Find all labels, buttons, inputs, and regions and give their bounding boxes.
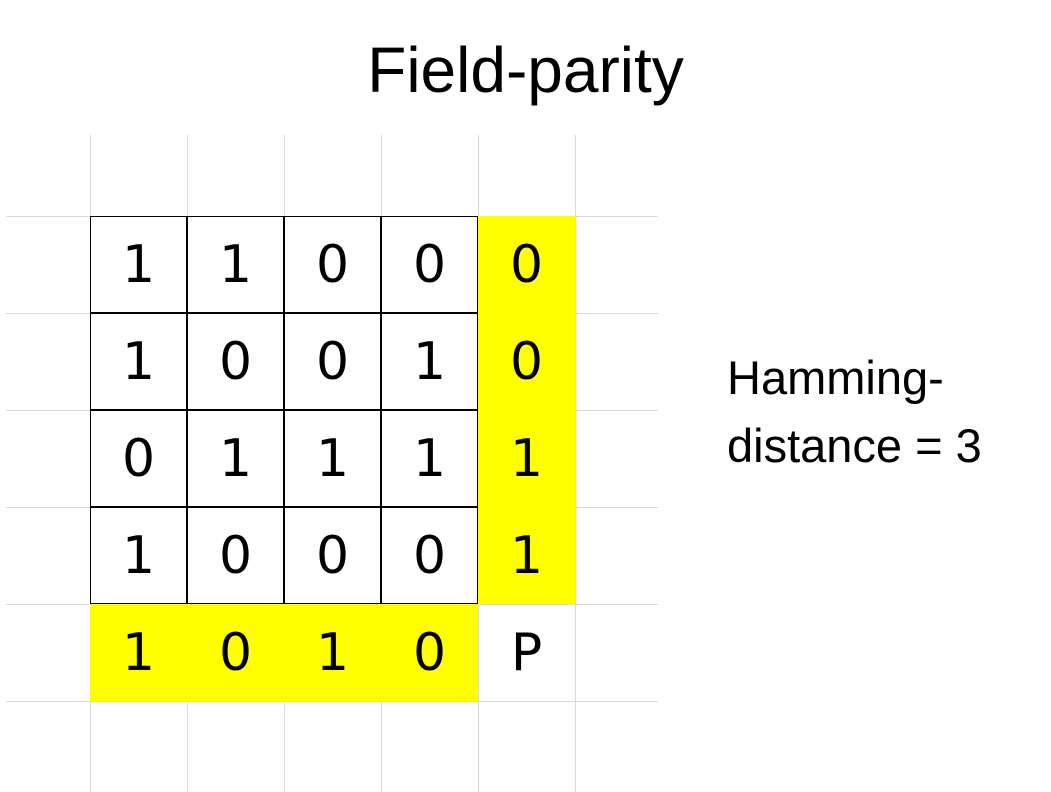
data-bit: 0 <box>187 313 284 410</box>
data-bit: 0 <box>284 216 381 313</box>
data-bit: 0 <box>381 507 478 604</box>
data-bit: 0 <box>90 410 187 507</box>
data-bit: 1 <box>381 410 478 507</box>
column-parity-bit: 0 <box>381 604 478 701</box>
column-parity-bit: 1 <box>90 604 187 701</box>
corner-parity-label: P <box>510 622 543 683</box>
row-parity-bit: 0 <box>478 216 575 313</box>
data-bit: 0 <box>381 216 478 313</box>
data-bit: 1 <box>187 216 284 313</box>
data-bit: 1 <box>90 313 187 410</box>
caption-line: Hamming- <box>727 351 944 404</box>
caption-line: distance = 3 <box>727 419 982 472</box>
column-parity-bit: 0 <box>187 604 284 701</box>
data-bit: 1 <box>284 410 381 507</box>
data-bit: 1 <box>90 216 187 313</box>
data-bit: 1 <box>90 507 187 604</box>
row-parity-bit: 1 <box>478 410 575 507</box>
data-bit: 0 <box>284 313 381 410</box>
data-bit: 0 <box>187 507 284 604</box>
data-bit: 1 <box>187 410 284 507</box>
data-bit: 0 <box>284 507 381 604</box>
grid-line <box>575 135 576 792</box>
diagram-title: Field-parity <box>367 34 684 106</box>
row-parity-bit: 1 <box>478 507 575 604</box>
hamming-distance-caption: Hamming- distance = 3 <box>727 344 982 480</box>
data-bit: 1 <box>381 313 478 410</box>
column-parity-bit: 1 <box>284 604 381 701</box>
row-parity-bit: 0 <box>478 313 575 410</box>
grid-line <box>6 701 658 702</box>
